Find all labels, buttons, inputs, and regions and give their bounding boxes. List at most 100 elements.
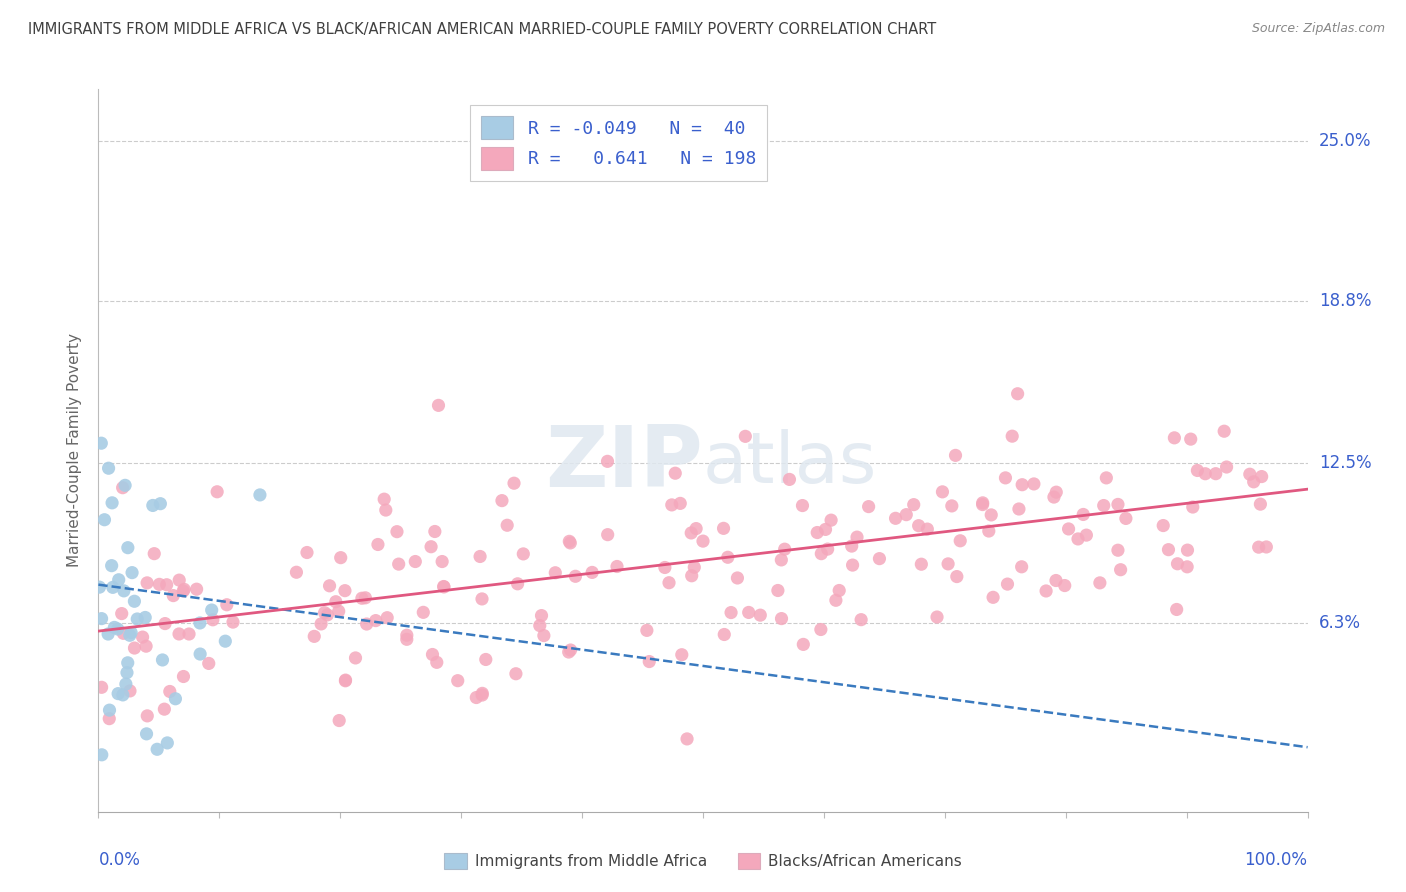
Point (201, 613, 224, 627)
Point (314, 606, 336, 620)
Point (118, 684, 141, 698)
Point (90, 747, 112, 762)
Point (304, 629, 326, 643)
Point (946, 569, 969, 583)
Point (778, 472, 800, 486)
Point (162, 589, 184, 603)
Point (423, 524, 446, 539)
Point (1008, 502, 1031, 516)
Point (356, 617, 378, 632)
Point (683, 560, 706, 574)
Point (1088, 575, 1111, 590)
Point (148, 577, 170, 591)
Point (1166, 557, 1188, 571)
Point (1213, 424, 1236, 438)
Point (112, 626, 135, 640)
Point (1239, 467, 1261, 482)
Point (1095, 471, 1118, 485)
Point (977, 524, 1000, 538)
Point (90, 681, 112, 695)
Point (1181, 500, 1204, 514)
Point (167, 627, 190, 641)
Point (972, 496, 994, 510)
Point (1194, 467, 1216, 481)
Point (981, 591, 1004, 605)
Point (131, 630, 153, 644)
Point (1243, 475, 1265, 489)
Point (90, 612, 112, 626)
Point (201, 603, 224, 617)
Point (654, 560, 676, 574)
Point (329, 550, 352, 565)
Point (1007, 386, 1029, 401)
Point (152, 653, 174, 667)
Point (468, 549, 491, 564)
Point (420, 540, 443, 554)
Point (93, 513, 115, 527)
Point (1076, 528, 1098, 542)
Point (1166, 602, 1188, 616)
Point (949, 533, 972, 548)
Point (533, 629, 555, 643)
Point (153, 616, 176, 631)
Point (849, 613, 872, 627)
Point (118, 628, 141, 642)
Text: 18.8%: 18.8% (1319, 292, 1371, 310)
Point (395, 628, 418, 642)
Point (596, 454, 619, 468)
Point (1175, 559, 1198, 574)
Point (1249, 497, 1271, 511)
Point (107, 573, 129, 587)
Point (143, 547, 166, 561)
Point (422, 648, 444, 662)
Point (433, 580, 456, 594)
Point (135, 639, 157, 653)
Point (496, 518, 519, 533)
Point (335, 673, 357, 688)
Point (350, 591, 373, 606)
Point (1057, 522, 1080, 536)
Point (222, 615, 245, 629)
Point (375, 610, 398, 624)
Point (159, 684, 181, 698)
Point (367, 537, 389, 551)
Point (858, 500, 880, 514)
Point (97, 461, 120, 475)
Point (149, 497, 172, 511)
Point (285, 566, 308, 580)
Point (606, 559, 628, 574)
Point (172, 584, 194, 599)
Point (471, 686, 494, 700)
Text: Source: ZipAtlas.com: Source: ZipAtlas.com (1251, 22, 1385, 36)
Point (165, 691, 187, 706)
Point (156, 736, 179, 750)
Point (124, 594, 146, 608)
Point (103, 620, 125, 634)
Point (295, 545, 318, 559)
Point (896, 508, 918, 522)
Point (335, 673, 357, 687)
Point (388, 557, 411, 571)
Point (1205, 467, 1227, 481)
Point (560, 536, 582, 550)
Point (972, 498, 994, 512)
Point (215, 598, 238, 612)
Point (1107, 498, 1129, 512)
Point (373, 492, 395, 507)
Point (828, 583, 851, 598)
Point (994, 471, 1017, 485)
Point (471, 688, 494, 702)
Point (127, 612, 149, 626)
Point (749, 608, 772, 623)
Point (770, 553, 793, 567)
Point (249, 488, 271, 502)
Point (936, 557, 959, 571)
Point (1115, 511, 1137, 525)
Point (146, 742, 169, 756)
Point (475, 652, 498, 666)
Point (101, 496, 124, 510)
Point (491, 493, 513, 508)
Point (117, 656, 139, 670)
Point (1187, 463, 1209, 477)
Point (664, 467, 686, 481)
